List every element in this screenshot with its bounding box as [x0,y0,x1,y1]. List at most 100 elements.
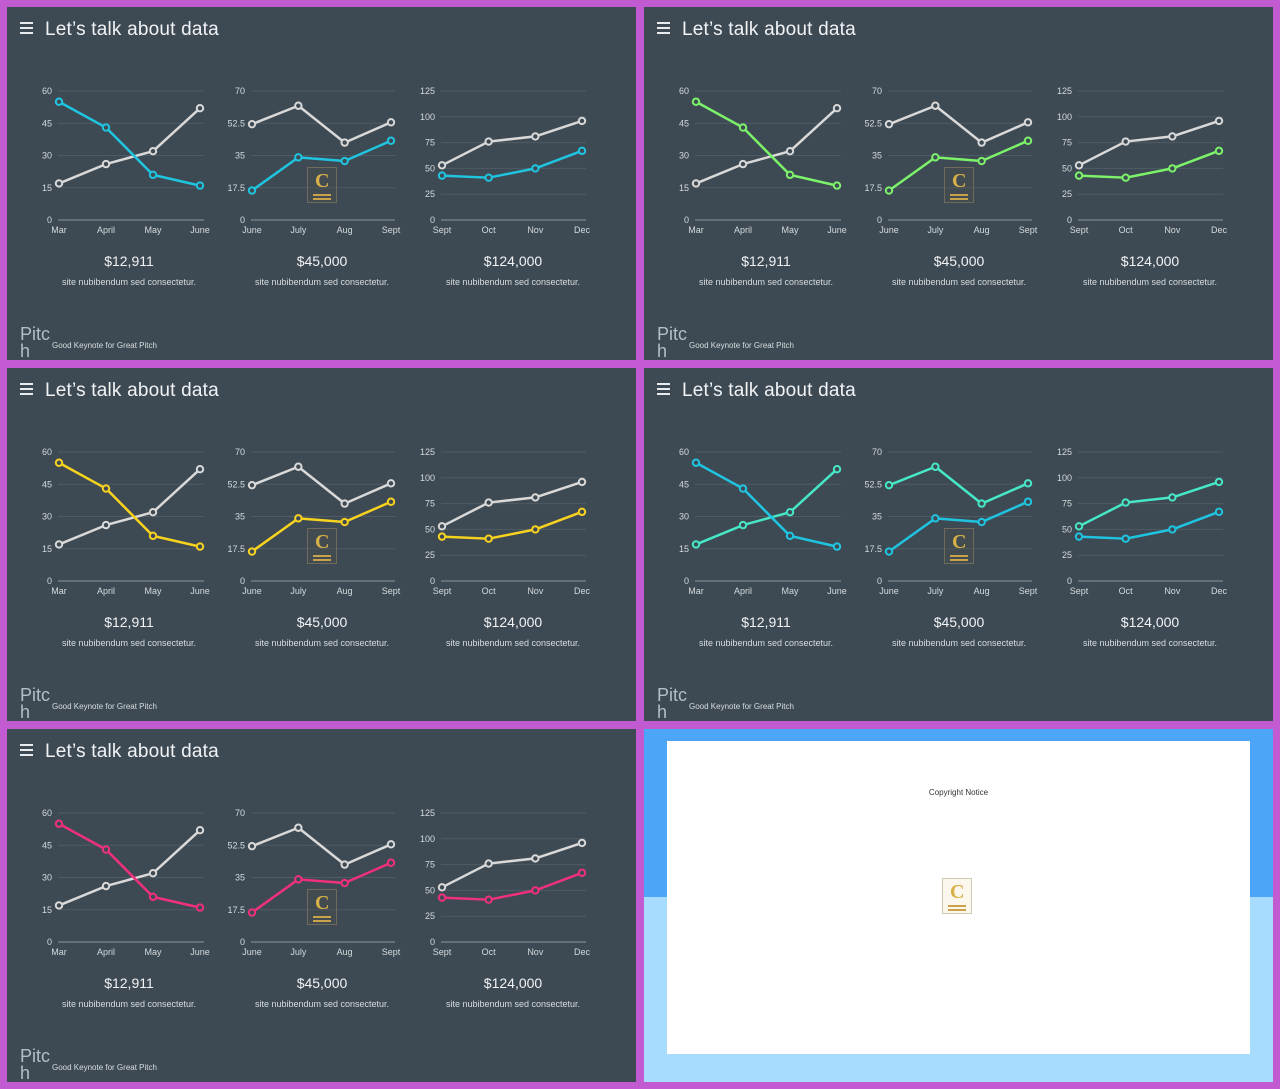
hamburger-icon[interactable] [657,383,670,395]
data-point-accent [437,893,447,902]
data-point-accent [340,156,349,166]
data-point-accent [54,458,64,467]
y-tick-label: 100 [1057,473,1072,483]
x-tick-label: Nov [1164,586,1181,596]
slide-title: Let’s talk about data [45,380,219,401]
y-tick-label: 125 [420,447,435,457]
data-point-accent [1121,173,1130,182]
x-tick-label: June [827,225,847,235]
data-point-gray [294,462,303,471]
x-tick-label: June [242,225,262,235]
slide-title: Let’s talk about data [682,19,856,40]
x-tick-label: July [290,225,307,235]
data-point-accent [577,868,587,878]
data-point-gray [577,838,587,848]
data-point-accent [340,878,349,888]
data-point-accent [101,484,111,493]
y-tick-label: 60 [679,447,689,457]
y-tick-label: 52.5 [864,118,882,128]
series-line-accent [251,861,392,914]
data-point-accent [247,547,257,556]
line-chart-3: 0 25 50 75 100 125 Sept Oct Nov Dec [420,808,591,957]
x-tick-label: June [242,586,262,596]
data-point-gray [54,540,64,549]
hamburger-icon[interactable] [20,383,33,395]
data-point-accent [148,892,158,902]
y-tick-label: 0 [47,215,52,225]
y-tick-label: 30 [679,512,689,522]
series-line-gray [695,107,838,185]
data-point-accent [738,484,748,493]
x-tick-label: July [290,586,307,596]
stat-value-3: $124,000 [483,253,543,269]
y-tick-label: 75 [425,860,435,870]
data-point-gray [484,498,493,507]
data-point-gray [785,508,795,517]
y-tick-label: 45 [679,479,689,489]
data-point-gray [977,499,986,508]
data-point-gray [832,465,842,474]
y-tick-label: 50 [425,163,435,173]
x-tick-label: Oct [482,225,497,235]
data-point-accent [294,153,303,162]
line-chart-3: 0 25 50 75 100 125 Sept Oct Nov Dec [420,86,591,235]
y-tick-label: 0 [240,937,245,947]
data-point-gray [340,499,349,508]
stat-caption-2: site nubibendum sed consectetur. [891,277,1027,287]
y-tick-label: 100 [420,112,435,122]
data-point-gray [437,522,447,531]
data-point-gray [738,159,748,169]
x-tick-label: June [190,586,210,596]
data-point-gray [691,179,701,188]
data-point-gray [977,138,986,147]
stat-caption-1: site nubibendum sed consectetur. [61,999,197,1009]
data-point-accent [54,819,64,828]
y-tick-label: 35 [872,512,882,522]
stat-caption-3: site nubibendum sed consectetur. [445,999,581,1009]
data-point-accent [1023,497,1033,506]
data-point-accent [247,908,257,917]
series-line-accent [251,139,392,192]
data-point-gray [386,840,396,849]
data-point-gray [54,901,64,910]
stat-value-3: $124,000 [1120,614,1180,630]
data-point-gray [148,869,158,878]
slide-title: Let’s talk about data [45,741,219,762]
data-point-gray [738,520,748,530]
data-point-accent [577,146,587,156]
data-point-accent [101,123,111,132]
data-point-accent [531,886,540,895]
y-tick-label: 30 [679,151,689,161]
y-tick-label: 50 [425,885,435,895]
hamburger-icon[interactable] [20,744,33,756]
data-point-gray [386,479,396,488]
slide-1: Let’s talk about data 0 15 30 45 60 Mar April M… [7,7,636,360]
data-point-accent [195,181,205,190]
data-point-gray [1023,479,1033,488]
data-point-accent [691,458,701,467]
data-point-accent [1121,534,1130,543]
data-point-accent [294,514,303,523]
y-tick-label: 75 [425,499,435,509]
data-point-accent [148,170,158,180]
hamburger-icon[interactable] [657,22,670,34]
tagline: Good Keynote for Great Pitch [689,702,794,711]
charts-area: 0 15 30 45 60 Mar April May June 0 17.5 35 52.5 70 Jun… [7,7,636,360]
data-point-accent [884,547,894,556]
y-tick-label: 15 [42,183,52,193]
data-point-gray [931,101,940,110]
data-point-accent [1074,171,1084,180]
data-point-gray [531,493,540,502]
series-line-gray [58,468,201,546]
series-line-accent [1078,510,1220,540]
x-tick-label: Sept [1019,586,1038,596]
y-tick-label: 60 [42,808,52,818]
y-tick-label: 0 [47,576,52,586]
y-tick-label: 0 [877,576,882,586]
x-tick-label: Sept [1070,586,1089,596]
y-tick-label: 45 [42,840,52,850]
line-chart-2: 0 17.5 35 52.5 70 June July Aug Sept [227,86,400,235]
hamburger-icon[interactable] [20,22,33,34]
